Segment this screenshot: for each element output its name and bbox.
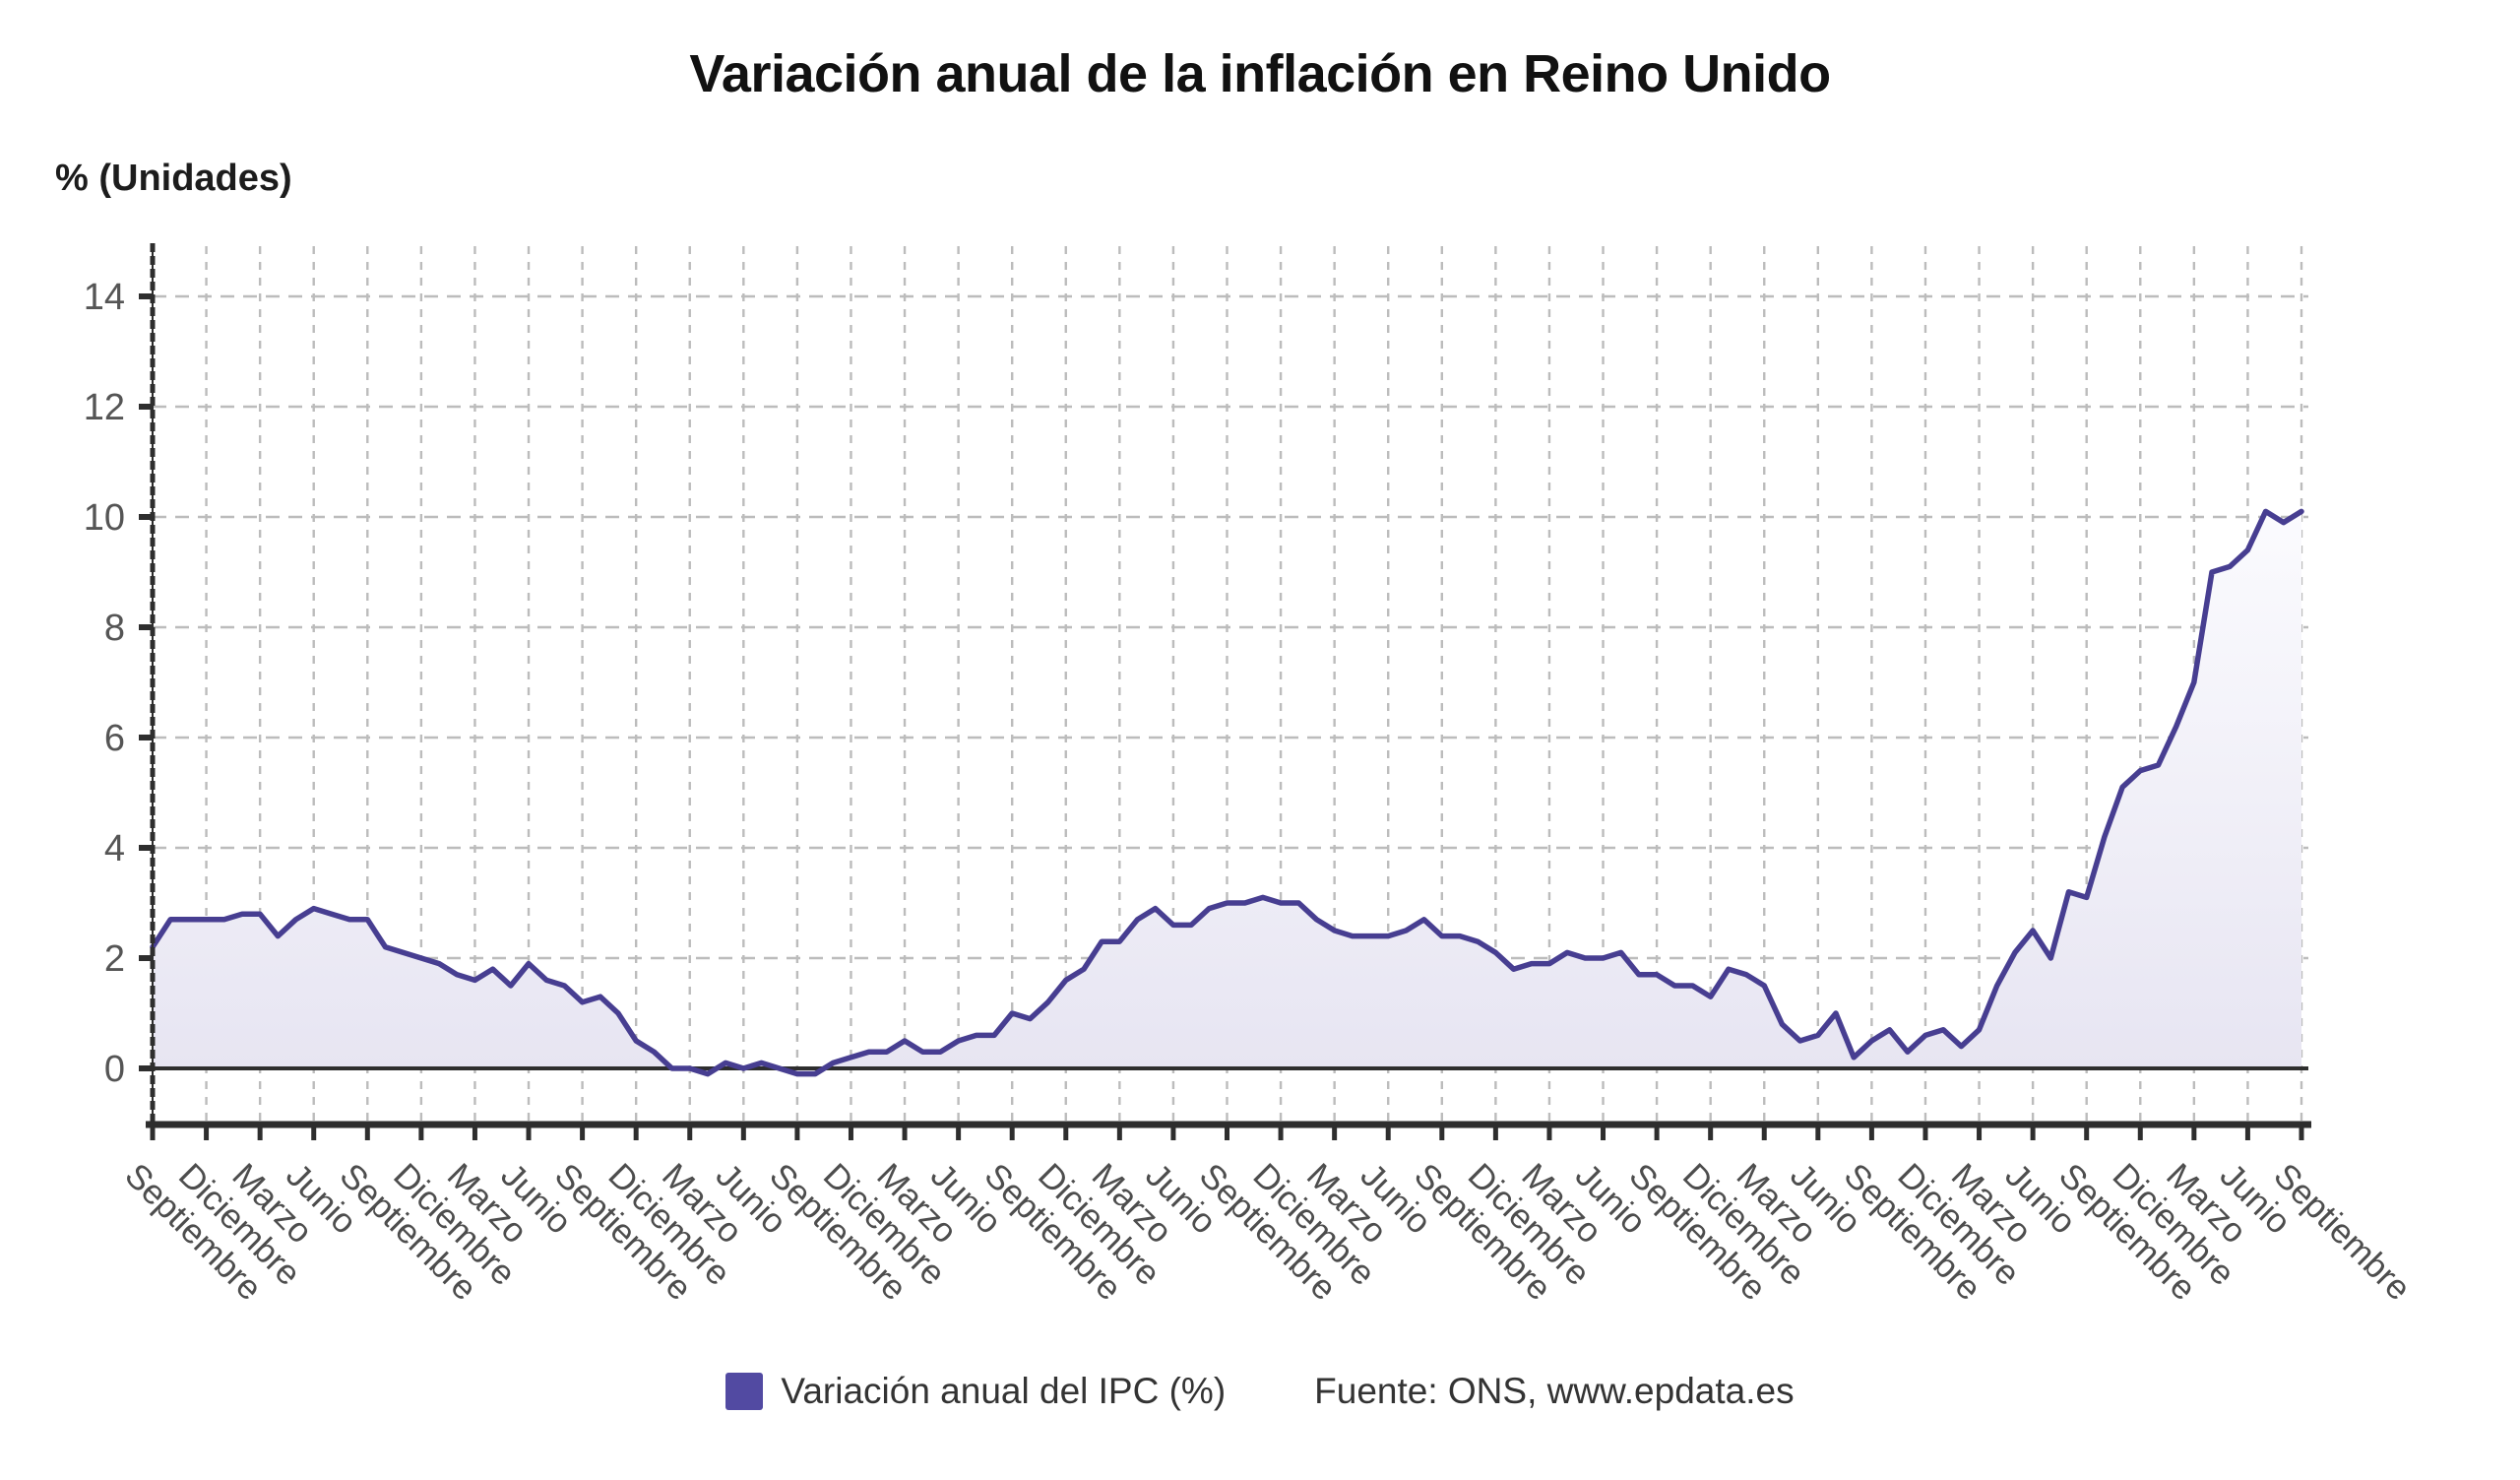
x-tick-label: Septiembre — [2266, 1156, 2418, 1308]
y-axis-label: % (Unidades) — [55, 158, 292, 199]
y-tick-label: 8 — [104, 608, 125, 649]
legend-swatch-icon — [725, 1373, 764, 1410]
source-link[interactable]: www.epdata.es — [1546, 1371, 1795, 1411]
y-tick-label: 10 — [84, 497, 125, 539]
series-line — [150, 508, 2304, 1077]
y-tick-label: 0 — [104, 1049, 125, 1090]
source-note: Fuente: ONS, www.epdata.es — [1314, 1371, 1794, 1412]
y-tick-label: 6 — [104, 718, 125, 759]
y-tick-label: 4 — [104, 828, 125, 869]
y-tick-label: 2 — [104, 938, 125, 980]
y-tick-label: 12 — [84, 387, 125, 428]
series-area — [153, 511, 2301, 1074]
legend-item-ipc[interactable]: Variación anual del IPC (%) — [725, 1371, 1226, 1412]
y-tick-label: 14 — [84, 277, 125, 318]
legend-series-label: Variación anual del IPC (%) — [781, 1371, 1227, 1411]
legend: Variación anual del IPC (%) Fuente: ONS,… — [0, 1371, 2520, 1412]
page-title: Variación anual de la inflación en Reino… — [689, 44, 1831, 103]
source-prefix: Fuente: ONS, — [1314, 1371, 1547, 1411]
